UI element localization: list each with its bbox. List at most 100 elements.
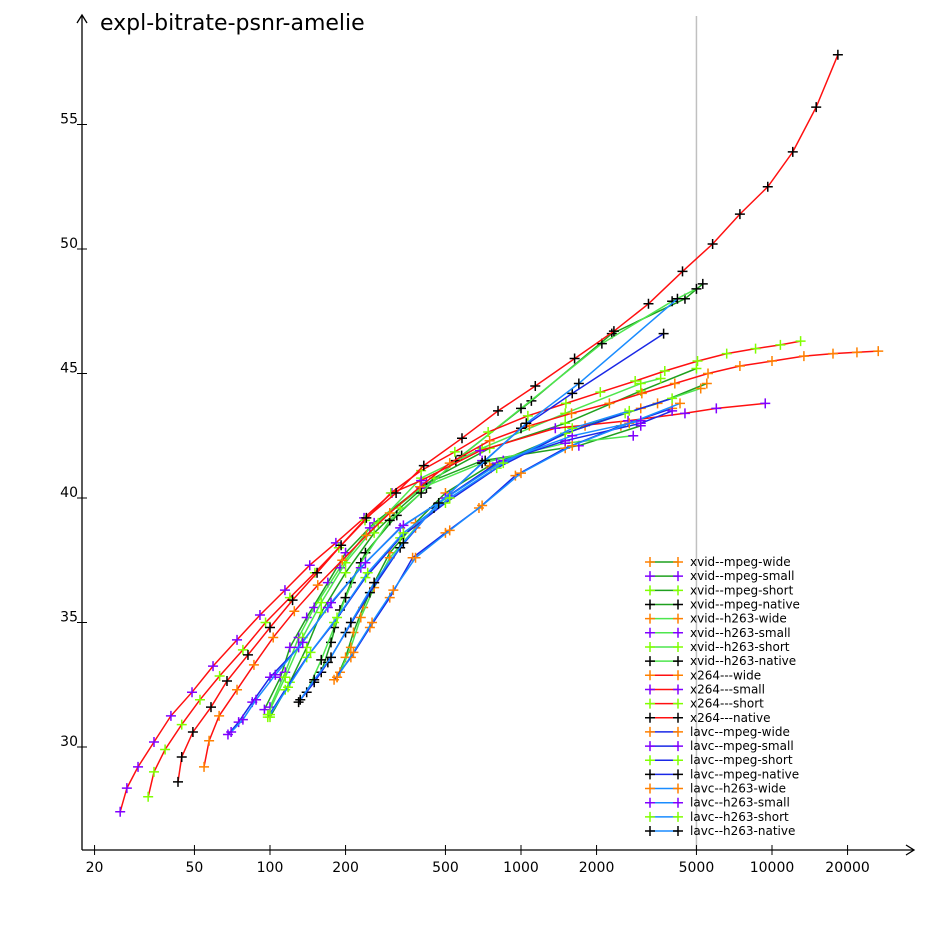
legend-marker bbox=[645, 684, 655, 695]
legend-marker bbox=[673, 783, 683, 794]
legend-item: x264---small bbox=[645, 682, 765, 696]
data-point bbox=[391, 488, 402, 499]
legend-marker bbox=[673, 627, 683, 638]
series-lavc--h263-short bbox=[265, 405, 635, 720]
data-point bbox=[345, 642, 356, 653]
legend-marker bbox=[645, 627, 655, 638]
data-point bbox=[484, 435, 495, 446]
data-point bbox=[398, 527, 409, 538]
data-point bbox=[630, 375, 641, 386]
series-lavc--h263-small bbox=[226, 415, 646, 738]
data-point bbox=[787, 146, 798, 157]
legend-marker bbox=[645, 585, 655, 596]
data-point bbox=[326, 597, 337, 608]
series-line bbox=[203, 350, 879, 768]
data-point bbox=[691, 283, 702, 294]
data-point bbox=[345, 617, 356, 628]
data-point bbox=[289, 606, 300, 617]
data-point bbox=[336, 540, 347, 551]
legend-item: lavc--h263-native bbox=[645, 824, 795, 838]
series-x264---native bbox=[173, 49, 843, 787]
data-point bbox=[265, 709, 275, 720]
data-point bbox=[384, 507, 395, 518]
data-point bbox=[316, 654, 327, 665]
legend-item: xvid--mpeg-short bbox=[645, 583, 794, 597]
legend-item: lavc--h263-wide bbox=[645, 782, 786, 796]
legend-label: lavc--mpeg-short bbox=[690, 753, 793, 767]
series-lavc--h263-native bbox=[295, 293, 683, 705]
data-point bbox=[667, 405, 678, 416]
data-point bbox=[360, 572, 371, 583]
legend-item: xvid--h263-native bbox=[645, 654, 796, 668]
legend-label: x264---wide bbox=[690, 668, 761, 682]
legend-item: x264---short bbox=[645, 697, 764, 711]
legend-item: xvid--mpeg-wide bbox=[645, 555, 791, 569]
data-point bbox=[293, 697, 304, 708]
data-point bbox=[391, 510, 402, 521]
legend-marker bbox=[673, 585, 683, 596]
data-point bbox=[194, 694, 205, 705]
data-point bbox=[260, 617, 271, 628]
data-point bbox=[199, 761, 210, 772]
data-point bbox=[608, 326, 619, 337]
data-point bbox=[697, 278, 708, 289]
legend-marker bbox=[645, 571, 655, 582]
legend-marker bbox=[645, 811, 655, 822]
data-point bbox=[675, 398, 686, 409]
series-xvid--h263-native bbox=[301, 283, 702, 698]
legend-marker bbox=[673, 726, 683, 737]
data-point bbox=[416, 475, 427, 486]
legend-item: xvid--h263-small bbox=[645, 626, 791, 640]
legend-marker bbox=[673, 641, 683, 652]
data-point bbox=[493, 405, 504, 416]
data-point bbox=[355, 612, 366, 623]
legend-marker bbox=[645, 712, 655, 723]
data-point bbox=[265, 622, 275, 633]
data-point bbox=[760, 398, 771, 409]
data-point bbox=[233, 717, 244, 728]
legend-marker bbox=[673, 741, 683, 752]
data-point bbox=[449, 446, 460, 457]
legend-item: xvid--h263-short bbox=[645, 640, 790, 654]
data-point bbox=[691, 363, 702, 374]
data-point bbox=[309, 602, 320, 613]
data-point bbox=[734, 209, 745, 220]
legend-marker bbox=[645, 826, 655, 837]
data-point bbox=[362, 567, 373, 578]
data-point bbox=[340, 592, 351, 603]
x-tick-label: 1000 bbox=[503, 860, 539, 876]
data-point bbox=[332, 612, 343, 623]
legend-marker bbox=[645, 698, 655, 709]
legend-label: x264---small bbox=[690, 682, 765, 696]
data-point bbox=[312, 567, 323, 578]
legend-marker bbox=[645, 769, 655, 780]
legend-label: xvid--h263-short bbox=[690, 640, 790, 654]
data-point bbox=[483, 427, 494, 438]
data-point bbox=[187, 727, 198, 738]
data-point bbox=[312, 580, 323, 591]
legend-label: xvid--h263-small bbox=[690, 626, 791, 640]
chart-title: expl-bitrate-psnr-amelie bbox=[100, 11, 365, 36]
data-point bbox=[567, 423, 578, 434]
data-point bbox=[348, 647, 359, 658]
series-line bbox=[147, 340, 801, 797]
data-point bbox=[636, 388, 647, 399]
data-point bbox=[242, 649, 253, 660]
data-point bbox=[669, 378, 680, 389]
data-point bbox=[208, 661, 219, 672]
x-tick-label: 50 bbox=[186, 860, 204, 876]
legend-label: lavc--mpeg-native bbox=[690, 767, 799, 781]
x-tick-label: 100 bbox=[257, 860, 284, 876]
series-lavc--mpeg-wide bbox=[329, 403, 678, 685]
data-point bbox=[477, 500, 488, 511]
x-tick-label: 5000 bbox=[679, 860, 715, 876]
data-point bbox=[248, 659, 259, 670]
data-point bbox=[433, 497, 444, 508]
data-point bbox=[340, 567, 351, 578]
data-point bbox=[692, 356, 703, 367]
data-point bbox=[115, 806, 126, 817]
legend-label: xvid--mpeg-small bbox=[690, 569, 794, 583]
data-point bbox=[444, 493, 455, 503]
legend-marker bbox=[645, 599, 655, 610]
